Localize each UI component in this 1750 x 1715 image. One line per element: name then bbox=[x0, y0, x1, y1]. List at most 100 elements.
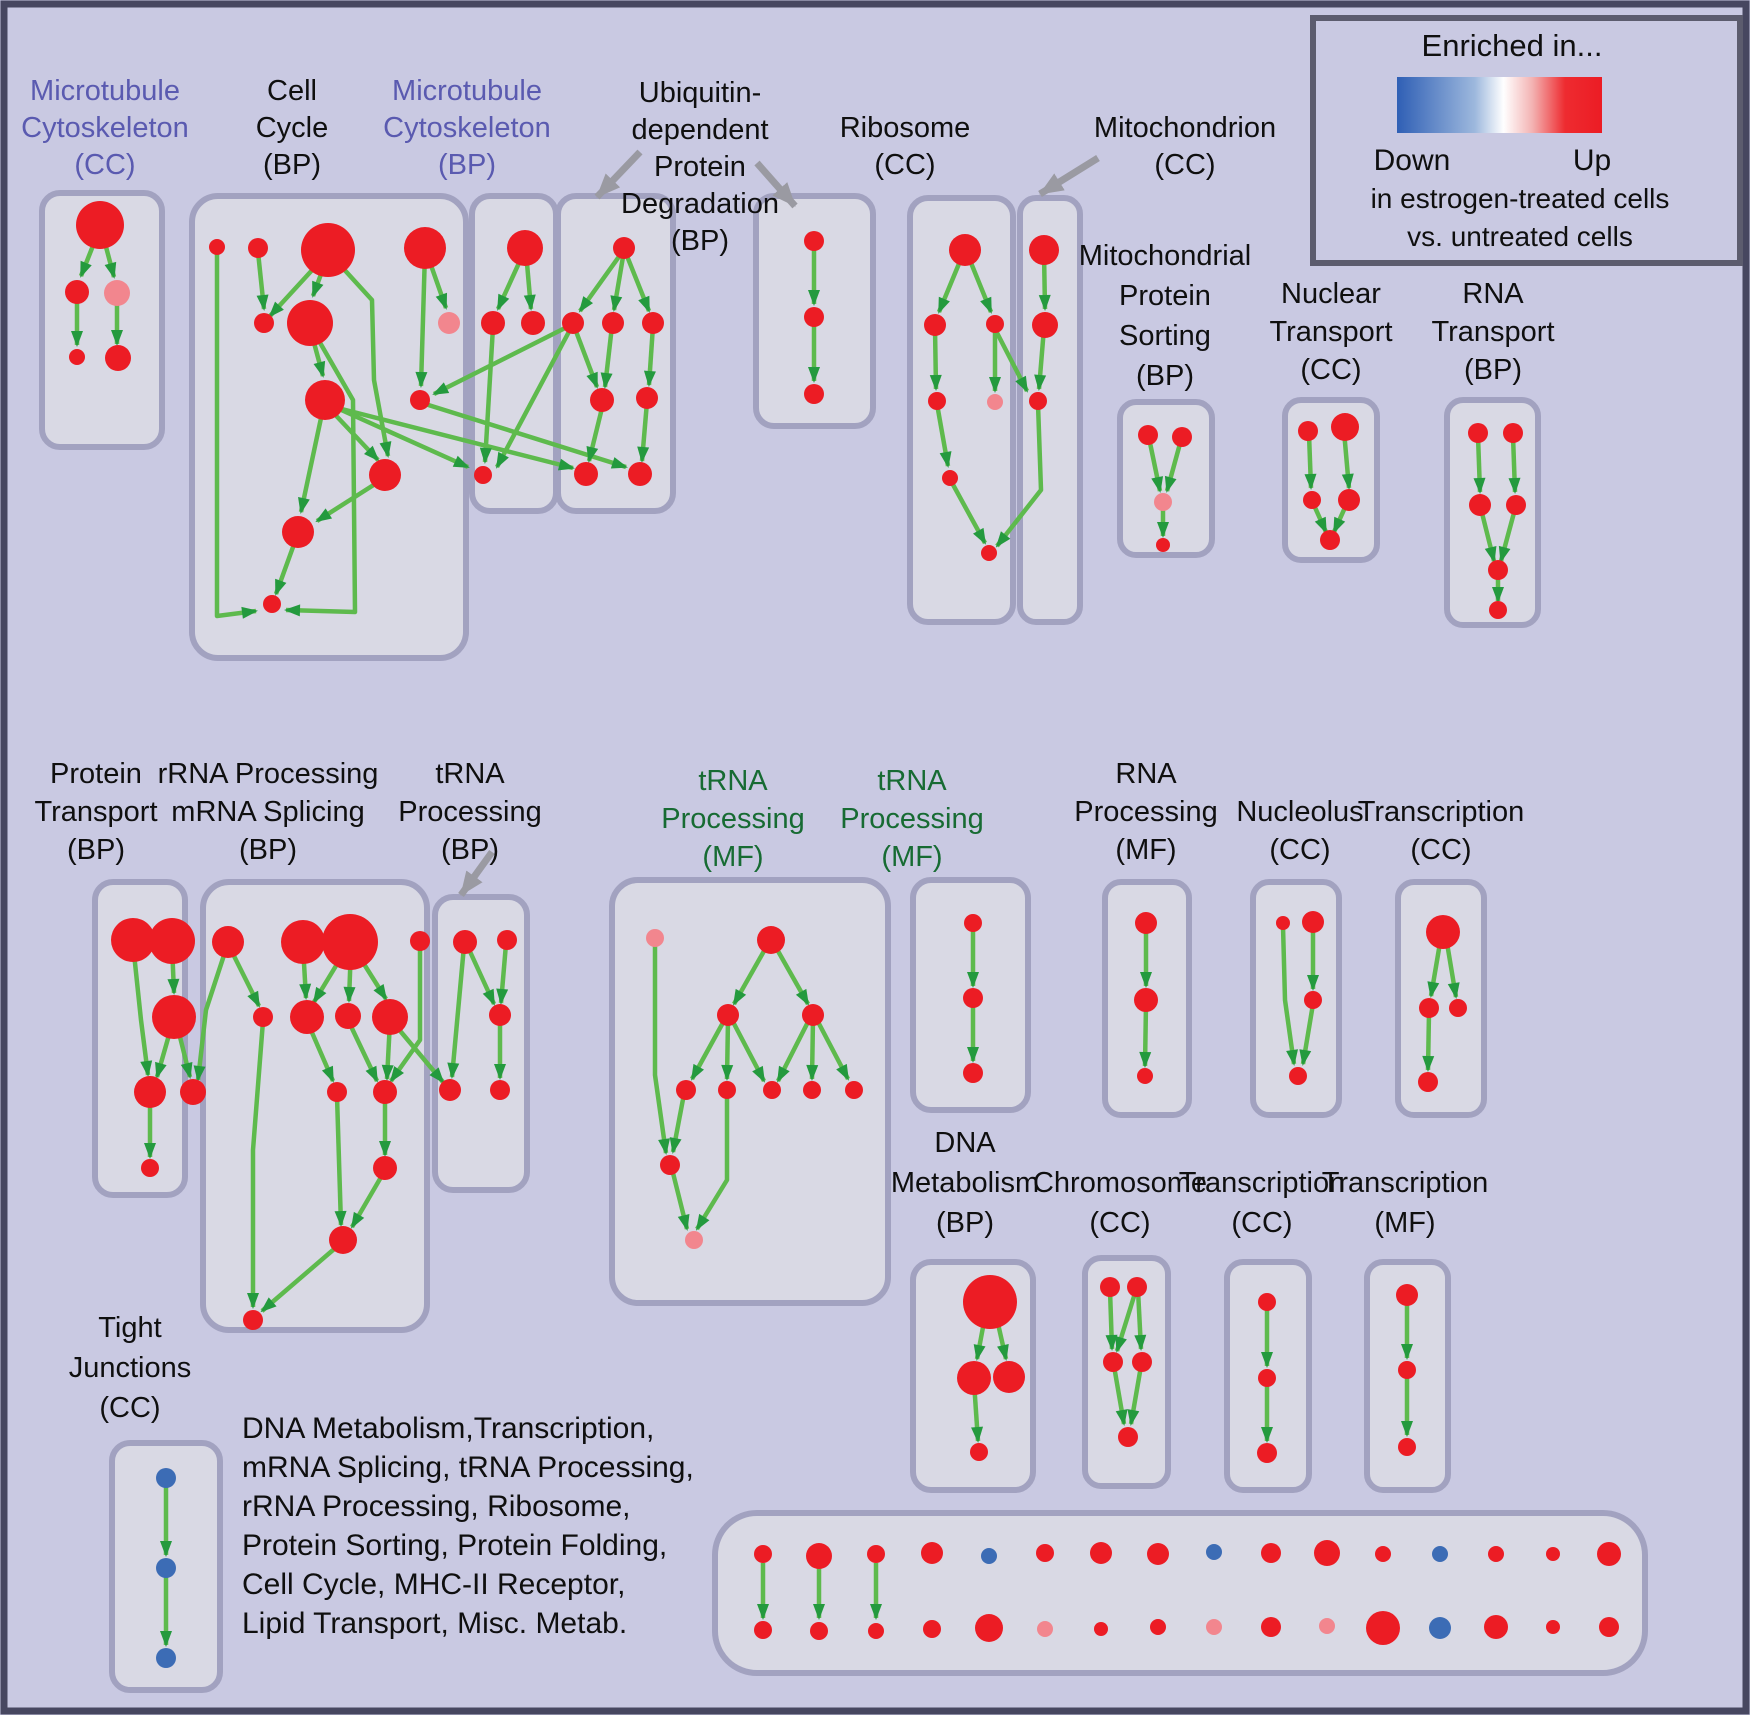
edge-arrow bbox=[1114, 1289, 1139, 1353]
go-term-node-red bbox=[301, 223, 355, 277]
go-term-node-red bbox=[628, 462, 652, 486]
edge-arrow bbox=[600, 325, 615, 389]
go-term-node-red bbox=[957, 1361, 991, 1395]
go-term-node-red bbox=[248, 238, 268, 258]
box-mitochondrial-protein-sorting bbox=[1117, 399, 1215, 558]
edge-arrow bbox=[622, 250, 652, 313]
box-mitochondrion bbox=[1017, 195, 1083, 625]
go-term-node-red bbox=[1338, 489, 1360, 511]
go-term-node-red bbox=[1261, 1543, 1281, 1563]
go-term-node-red bbox=[1488, 1546, 1504, 1562]
go-term-node-red bbox=[105, 345, 131, 371]
go-term-node-red bbox=[1302, 911, 1324, 933]
go-term-node-red bbox=[642, 312, 664, 334]
label-mitochondrial-protein-sorting-bp: Mitochondrial Protein Sorting (BP) bbox=[1079, 240, 1251, 392]
edge-arrow bbox=[1498, 508, 1518, 563]
go-term-node-red bbox=[1032, 312, 1058, 338]
edge-arrow bbox=[495, 324, 574, 469]
legend-title: Enriched in... bbox=[1422, 28, 1603, 63]
edge-arrow bbox=[586, 403, 606, 463]
go-term-node-red bbox=[1147, 1543, 1169, 1565]
go-term-node-red bbox=[282, 516, 314, 548]
go-term-node-red bbox=[65, 280, 89, 304]
go-term-node-red bbox=[149, 918, 195, 964]
go-term-node-red bbox=[1366, 1611, 1400, 1645]
go-term-node-red bbox=[1320, 530, 1340, 550]
go-term-node-red bbox=[802, 1004, 824, 1026]
go-term-node-red bbox=[1100, 1277, 1120, 1297]
go-term-node-pink bbox=[1154, 493, 1172, 511]
go-term-node-red bbox=[439, 1079, 461, 1101]
go-term-node-red bbox=[1546, 1620, 1560, 1634]
go-term-node-red bbox=[180, 1079, 206, 1105]
go-term-node-red bbox=[305, 380, 345, 420]
edge-arrow bbox=[806, 1018, 819, 1081]
edge-arrow bbox=[992, 325, 1029, 393]
box-cell-cycle bbox=[189, 193, 469, 661]
go-term-node-red bbox=[924, 314, 946, 336]
go-term-node-red bbox=[1375, 1546, 1391, 1562]
go-term-node-red bbox=[1036, 1544, 1054, 1562]
go-term-node-red bbox=[1029, 392, 1047, 410]
go-term-node-red bbox=[1118, 1427, 1138, 1447]
go-term-node-red bbox=[804, 384, 824, 404]
go-term-node-red bbox=[404, 227, 446, 269]
go-term-node-red bbox=[964, 914, 982, 932]
edge-arrow bbox=[934, 403, 952, 468]
go-term-node-red bbox=[1276, 916, 1290, 930]
go-term-node-pink bbox=[1206, 1619, 1222, 1635]
go-term-node-red bbox=[949, 234, 981, 266]
go-term-node-red bbox=[481, 311, 505, 335]
go-term-node-red bbox=[717, 1004, 739, 1026]
label-trna-processing-bp: tRNA Processing (BP) bbox=[398, 758, 541, 866]
go-term-node-red bbox=[763, 1081, 781, 1099]
edge-arrow bbox=[772, 942, 810, 1006]
go-term-node-red bbox=[1398, 1361, 1416, 1379]
go-term-node-red bbox=[993, 1361, 1025, 1393]
go-term-node-red bbox=[613, 237, 635, 259]
edge-arrow bbox=[732, 942, 770, 1006]
edge-arrow bbox=[1034, 327, 1047, 391]
edge-arrow bbox=[637, 401, 650, 463]
edge-arrow bbox=[578, 249, 625, 313]
go-term-node-red bbox=[243, 1310, 263, 1330]
go-term-node-red bbox=[489, 1004, 511, 1026]
go-term-node-blue bbox=[1206, 1544, 1222, 1560]
box-misc-cluster bbox=[712, 1510, 1648, 1676]
label-rrna-processing-mrna-splicing-bp: rRNA Processing mRNA Splicing (BP) bbox=[158, 758, 379, 866]
legend-caption-line2: vs. untreated cells bbox=[1407, 221, 1633, 252]
go-term-node-red bbox=[804, 307, 824, 327]
label-trna-processing-mf-1: tRNA Processing (MF) bbox=[661, 765, 804, 873]
go-term-node-red bbox=[1489, 601, 1507, 619]
go-term-node-red bbox=[1172, 427, 1192, 447]
go-term-node-red bbox=[1132, 1352, 1152, 1372]
edge-arrow bbox=[389, 944, 423, 1083]
go-term-node-red bbox=[287, 300, 333, 346]
go-term-node-red bbox=[868, 1623, 884, 1639]
go-term-node-red bbox=[1419, 998, 1439, 1018]
go-term-node-red bbox=[1134, 988, 1158, 1012]
edge-arrow bbox=[329, 403, 575, 471]
edge-arrow bbox=[255, 251, 269, 311]
edge-arrow bbox=[1146, 437, 1164, 493]
go-term-node-red bbox=[921, 1542, 943, 1564]
go-term-node-red bbox=[975, 1614, 1003, 1642]
go-term-node-red bbox=[1135, 912, 1157, 934]
go-term-node-red bbox=[806, 1543, 832, 1569]
edge-arrow bbox=[1473, 435, 1486, 494]
edge-arrow bbox=[432, 322, 573, 397]
go-term-node-red bbox=[410, 931, 430, 951]
go-term-node-pink bbox=[104, 280, 130, 306]
legend-gradient-bar bbox=[1397, 77, 1602, 133]
edge-arrow bbox=[284, 325, 358, 617]
edge-arrow bbox=[1478, 508, 1497, 563]
go-term-node-blue bbox=[156, 1558, 176, 1578]
go-term-node-red bbox=[507, 230, 543, 266]
edge-arrow bbox=[1422, 1011, 1435, 1072]
go-term-node-red bbox=[254, 313, 274, 333]
go-term-node-red bbox=[329, 1226, 357, 1254]
go-term-node-red bbox=[373, 1156, 397, 1180]
label-protein-transport-bp: Protein Transport (BP) bbox=[34, 758, 157, 866]
